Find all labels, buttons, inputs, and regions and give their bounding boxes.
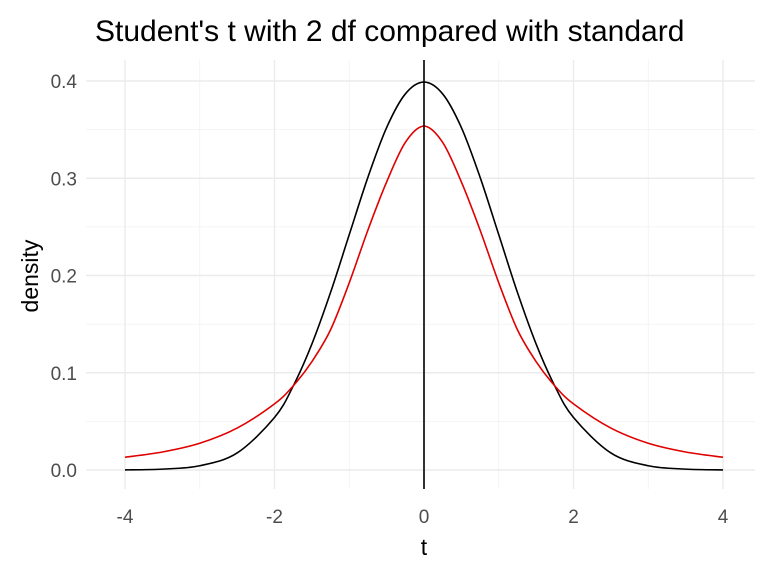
x-tick-label: 4 xyxy=(718,507,729,528)
x-tick-label: -2 xyxy=(266,507,283,528)
x-tick-label: 2 xyxy=(568,507,579,528)
y-tick-label: 0.0 xyxy=(51,461,77,482)
tick-labels: -4 -2 0 2 4 0.0 0.1 0.2 0.3 0.4 xyxy=(51,72,729,528)
x-tick-label: -4 xyxy=(117,507,134,528)
grid xyxy=(86,60,755,489)
y-tick-label: 0.4 xyxy=(51,72,78,93)
y-tick-label: 0.2 xyxy=(51,267,77,288)
series-group xyxy=(124,60,724,489)
x-axis-title: t xyxy=(421,534,428,560)
chart-title: Student's t with 2 df compared with stan… xyxy=(95,15,684,48)
y-tick-label: 0.3 xyxy=(51,169,77,190)
y-axis-title: density xyxy=(17,239,43,312)
x-tick-label: 0 xyxy=(419,507,430,528)
y-tick-label: 0.1 xyxy=(51,364,77,385)
